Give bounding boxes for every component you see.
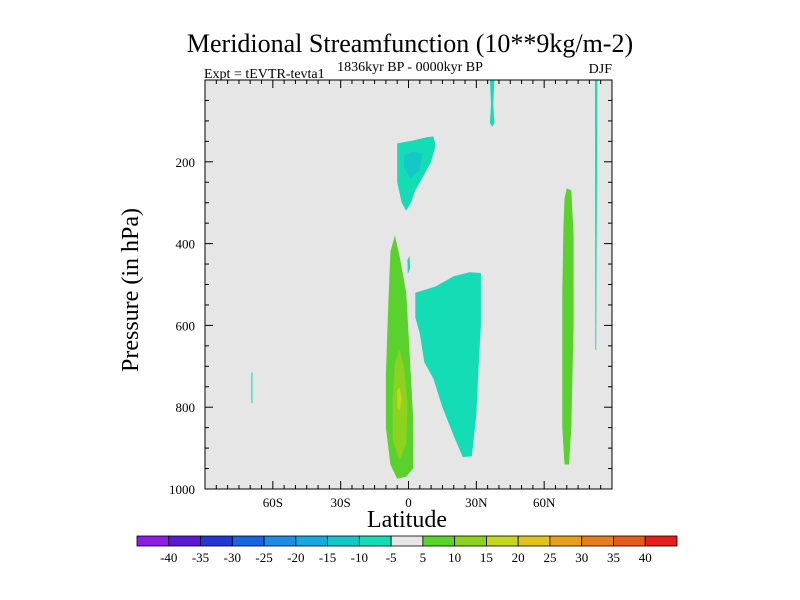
x-tick-label: 30S xyxy=(331,495,351,510)
colorbar-label: 35 xyxy=(607,550,620,565)
colorbar: -40 -35 -30 -25 -20 -15 -10 -5 5 10 15 20 25 30 35 40 xyxy=(136,535,678,565)
x-axis: 60S 30S 0 30N 60N xyxy=(204,80,613,510)
colorbar-label: 5 xyxy=(420,550,427,565)
y-tick-label: 600 xyxy=(176,318,196,333)
contour-region-3 xyxy=(415,272,481,458)
period-label: 1836kyr BP - 0000kyr BP xyxy=(337,60,483,75)
y-tick-label: 1000 xyxy=(169,482,195,497)
colorbar-box xyxy=(549,535,583,547)
contour-region-5 xyxy=(489,80,495,127)
colorbar-box xyxy=(136,535,170,547)
plot-area xyxy=(204,79,613,490)
colorbar-label: -5 xyxy=(386,550,397,565)
x-tick-label: 60S xyxy=(263,495,283,510)
colorbar-label: 20 xyxy=(512,550,525,565)
colorbar-label: -40 xyxy=(160,550,177,565)
colorbar-box xyxy=(486,535,519,547)
x-tick-label: 60N xyxy=(533,495,556,510)
colorbar-box xyxy=(327,535,360,547)
contour-region-10 xyxy=(397,386,402,412)
colorbar-box xyxy=(263,535,297,547)
colorbar-label: -15 xyxy=(319,550,336,565)
x-axis-label: Latitude xyxy=(367,507,447,533)
x-tick-label: 30N xyxy=(465,495,488,510)
colorbar-box xyxy=(454,535,487,547)
y-tick-label: 800 xyxy=(176,400,196,415)
colorbar-box xyxy=(168,535,201,547)
colorbar-label: -30 xyxy=(224,550,241,565)
contour-region-7 xyxy=(595,80,598,350)
colorbar-box xyxy=(358,535,392,547)
colorbar-label: 15 xyxy=(480,550,493,565)
y-tick-label: 400 xyxy=(176,237,196,252)
colorbar-box xyxy=(581,535,614,547)
contour-region-4 xyxy=(407,255,411,275)
season-label: DJF xyxy=(589,62,613,77)
y-axis: 200 400 600 800 1000 xyxy=(169,79,612,497)
colorbar-box xyxy=(200,535,233,547)
colorbar-box xyxy=(422,535,456,547)
y-tick-label: 200 xyxy=(176,155,196,170)
colorbar-label: 25 xyxy=(543,550,556,565)
colorbar-box xyxy=(517,535,551,547)
colorbar-box xyxy=(613,535,646,547)
x-tick-label: 0 xyxy=(405,495,412,510)
colorbar-box xyxy=(295,535,328,547)
colorbar-label: -20 xyxy=(287,550,304,565)
colorbar-box xyxy=(644,535,678,547)
colorbar-label: 40 xyxy=(639,550,652,565)
colorbar-box xyxy=(231,535,265,547)
contour-region-6 xyxy=(251,372,253,404)
experiment-label: Expt = tEVTR-tevta1 xyxy=(204,67,325,82)
contour-region-11 xyxy=(562,188,574,465)
chart-title: Meridional Streamfunction (10**9kg/m-2) xyxy=(187,29,633,58)
contour-region-2 xyxy=(404,151,423,179)
colorbar-label: -10 xyxy=(351,550,368,565)
colorbar-label: -25 xyxy=(255,550,272,565)
colorbar-label: 10 xyxy=(448,550,461,565)
colorbar-label: 30 xyxy=(575,550,588,565)
colorbar-label: -35 xyxy=(192,550,209,565)
colorbar-box xyxy=(390,535,424,547)
y-axis-label: Pressure (in hPa) xyxy=(118,208,144,372)
